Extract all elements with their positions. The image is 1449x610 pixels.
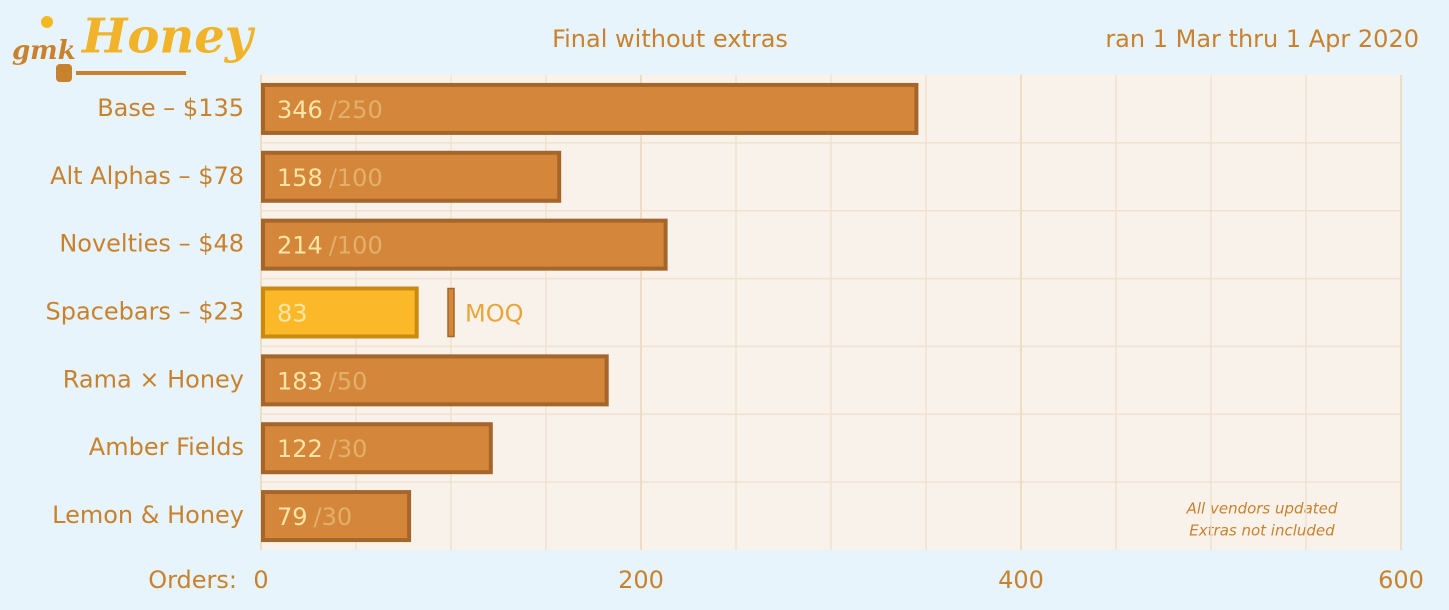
category-label: Alt Alphas – $78	[50, 162, 244, 190]
moq-label: /30	[314, 503, 353, 531]
x-tick-label: 400	[998, 566, 1044, 594]
moq-annotation: MOQ	[465, 300, 524, 328]
value-label: 183	[277, 367, 323, 395]
value-label: 79	[277, 503, 308, 531]
bee-icon	[41, 16, 53, 28]
moq-label: /30	[329, 435, 368, 463]
moq-label: /100	[329, 232, 383, 260]
value-label: 122	[277, 435, 323, 463]
moq-label: /250	[329, 96, 383, 124]
x-axis-label: Orders:	[148, 566, 237, 594]
x-tick-label: 600	[1378, 566, 1424, 594]
x-tick-label: 200	[618, 566, 664, 594]
logo: gmk Honey	[12, 9, 256, 82]
value-label: 83	[277, 300, 308, 328]
category-label: Base – $135	[97, 94, 244, 122]
x-tick-label: 0	[253, 566, 268, 594]
value-label: 346	[277, 96, 323, 124]
category-label: Novelties – $48	[59, 230, 244, 258]
chart-title: Final without extras	[552, 25, 788, 53]
category-label: Lemon & Honey	[52, 501, 244, 529]
category-label: Amber Fields	[89, 433, 244, 461]
chart-subtitle: ran 1 Mar thru 1 Apr 2020	[1105, 25, 1419, 53]
moq-marker	[447, 287, 455, 338]
category-label: Spacebars – $23	[45, 298, 244, 326]
bar	[261, 422, 493, 475]
bar	[261, 286, 419, 339]
dipper-head	[56, 64, 72, 82]
moq-label: /100	[329, 164, 383, 192]
category-label: Rama × Honey	[63, 365, 244, 393]
value-label: 214	[277, 232, 323, 260]
bar	[261, 82, 919, 135]
note: Extras not included	[1189, 522, 1335, 540]
bar	[261, 150, 562, 203]
logo-name: Honey	[80, 9, 256, 65]
moq-label: /50	[329, 367, 368, 395]
bar	[261, 354, 609, 407]
bar	[261, 218, 668, 271]
value-label: 158	[277, 164, 323, 192]
logo-brand: gmk	[12, 36, 76, 66]
note: All vendors updated	[1186, 500, 1338, 518]
bar	[261, 490, 412, 543]
